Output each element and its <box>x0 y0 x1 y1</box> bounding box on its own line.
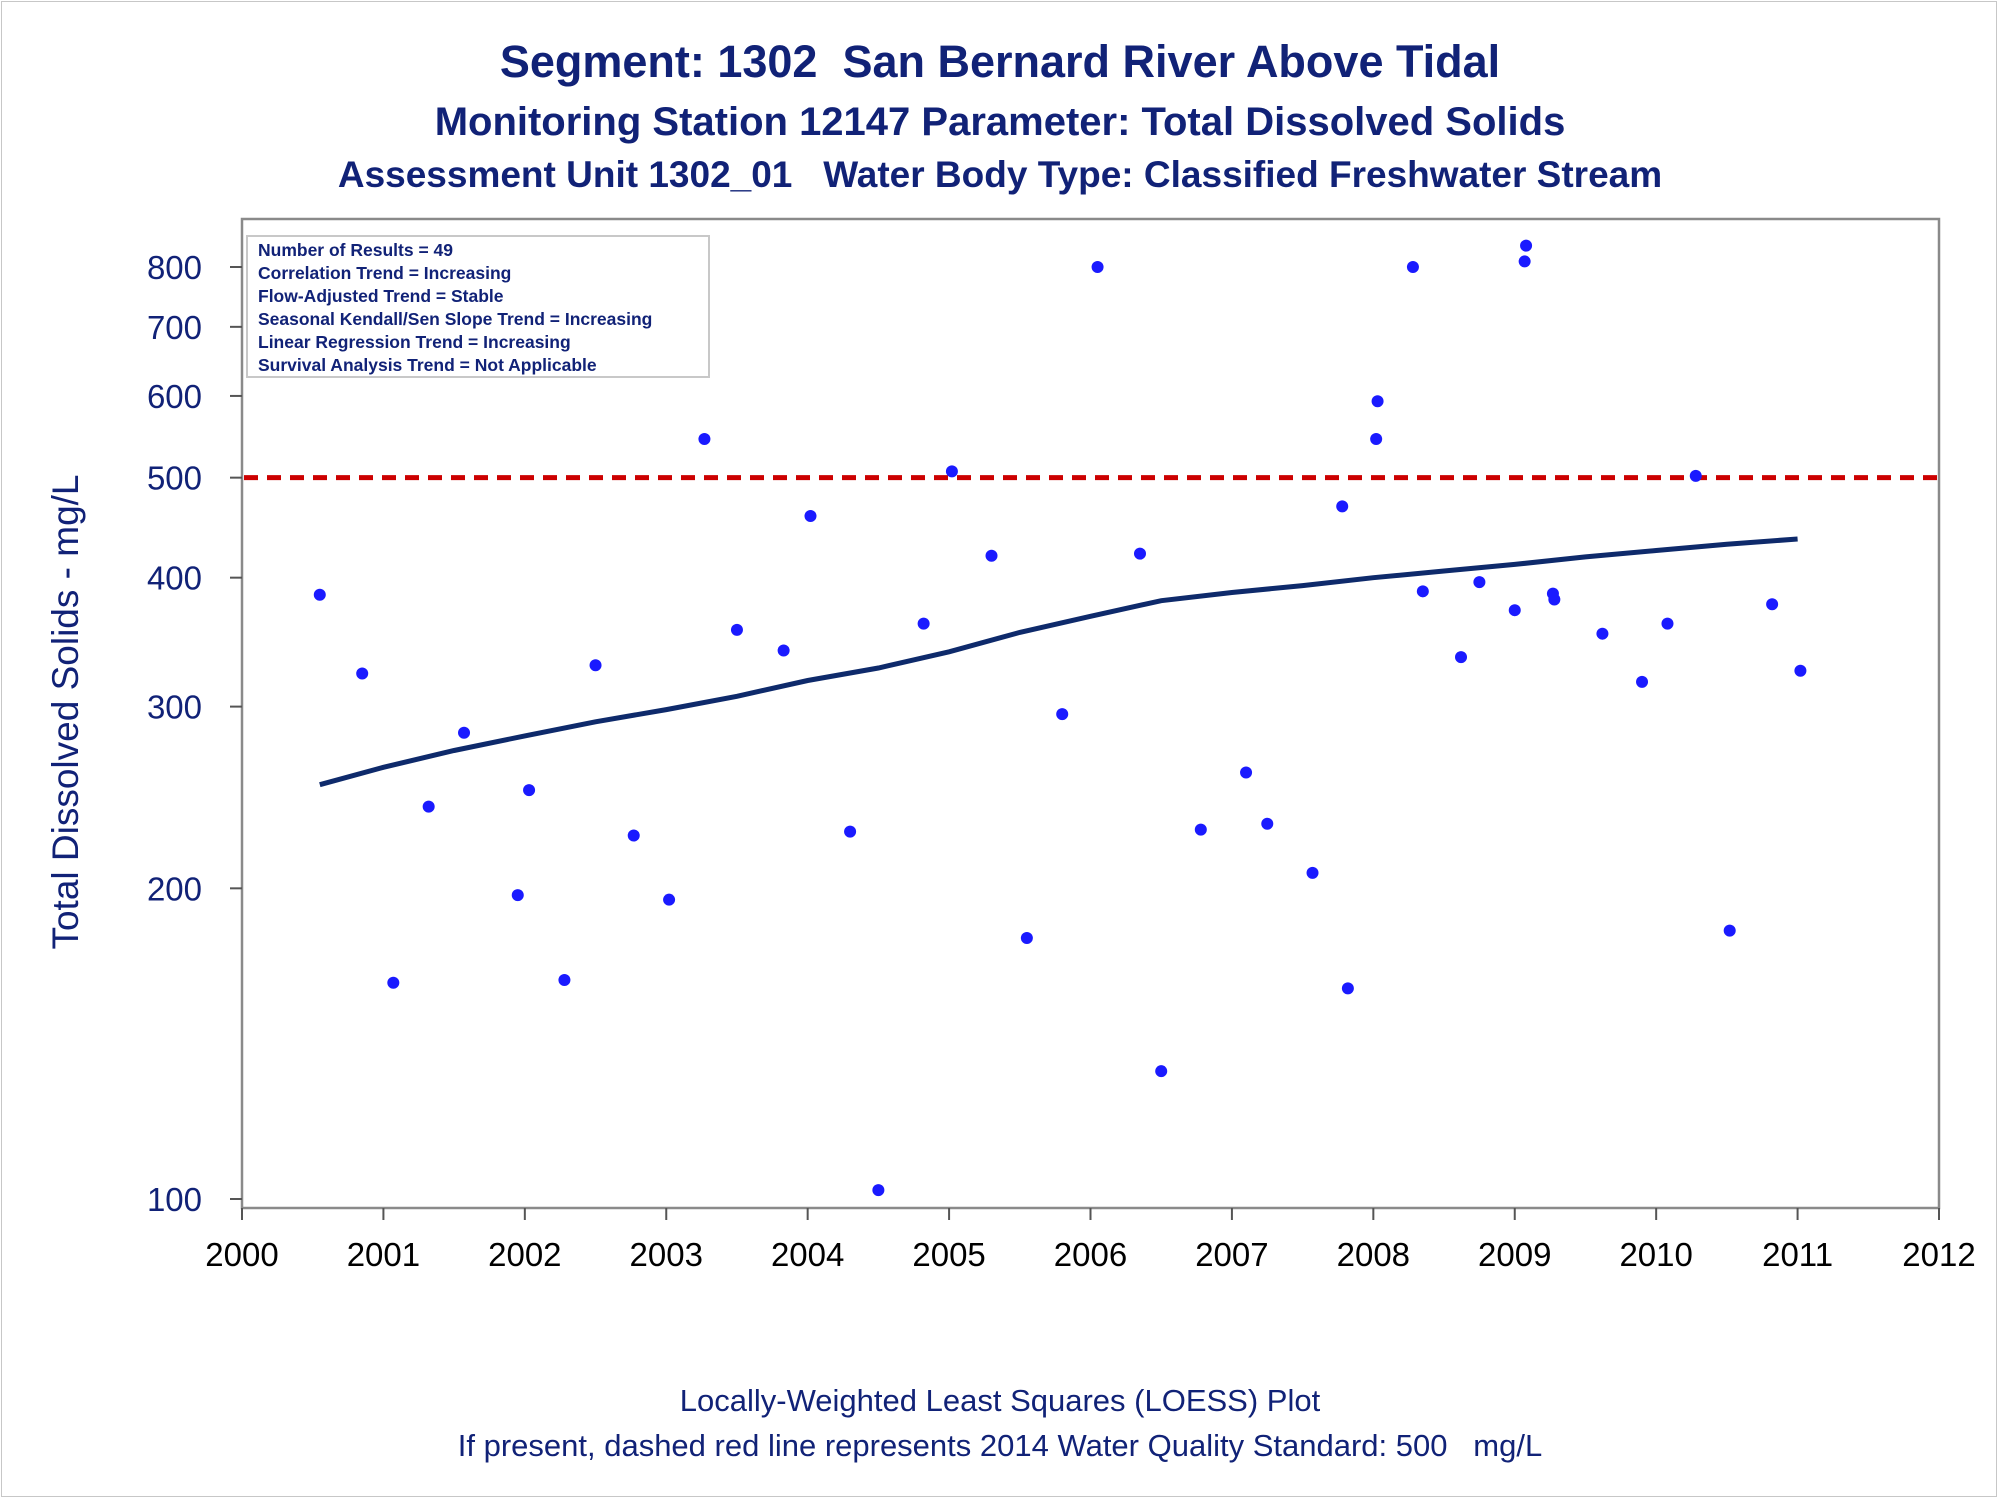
data-point <box>872 1184 885 1197</box>
data-point <box>1240 766 1253 779</box>
stats-line-survival-analysis: Survival Analysis Trend = Not Applicable <box>258 355 597 375</box>
x-tick-label: 2003 <box>630 1236 703 1273</box>
footnote-standard: If present, dashed red line represents 2… <box>457 1428 1543 1463</box>
x-tick-label: 2004 <box>771 1236 844 1273</box>
data-point <box>1636 675 1649 688</box>
data-point <box>1596 627 1609 640</box>
y-tick-label: 600 <box>147 378 202 415</box>
data-point <box>1723 924 1736 937</box>
data-point <box>1306 866 1319 879</box>
data-point <box>1508 604 1521 617</box>
data-point <box>1155 1065 1168 1078</box>
data-point <box>1473 576 1486 589</box>
data-point <box>1091 261 1104 273</box>
y-tick-label: 500 <box>147 460 202 497</box>
x-tick-label: 2000 <box>205 1236 278 1273</box>
chart-title: Segment: 1302 San Bernard River Above Ti… <box>499 36 1501 87</box>
stats-box-frame <box>246 235 710 378</box>
x-tick-label: 2009 <box>1478 1236 1551 1273</box>
data-point <box>777 644 790 657</box>
data-point <box>1455 651 1468 664</box>
data-point <box>313 588 326 601</box>
data-point <box>1194 823 1207 836</box>
data-point <box>663 893 676 906</box>
data-point <box>1416 585 1429 598</box>
data-point <box>917 617 930 630</box>
data-point <box>1548 593 1561 606</box>
stats-line-correlation: Correlation Trend = Increasing <box>258 263 511 283</box>
stats-line-seasonal-kendall: Seasonal Kendall/Sen Slope Trend = Incre… <box>258 309 652 329</box>
stats-box: Number of Results = 49 Correlation Trend… <box>246 235 710 378</box>
y-axis: 100 200 300 400 500 600 700 800 <box>147 249 242 1218</box>
data-point <box>1518 255 1531 268</box>
x-tick-label: 2007 <box>1195 1236 1268 1273</box>
data-point <box>804 510 817 523</box>
data-point <box>422 800 435 813</box>
data-point <box>730 623 743 636</box>
x-tick-label: 2010 <box>1619 1236 1692 1273</box>
data-point <box>589 659 602 672</box>
data-point <box>945 465 958 478</box>
y-tick-label: 400 <box>147 560 202 597</box>
data-point <box>1261 817 1274 830</box>
x-tick-label: 2006 <box>1054 1236 1127 1273</box>
data-point <box>1056 708 1069 721</box>
x-tick-label: 2005 <box>912 1236 985 1273</box>
data-point <box>698 433 711 446</box>
x-tick-label: 2008 <box>1337 1236 1410 1273</box>
data-point <box>1370 433 1383 446</box>
stats-line-results: Number of Results = 49 <box>258 240 453 260</box>
chart-subtitle: Monitoring Station 12147 Parameter: Tota… <box>434 100 1566 144</box>
y-tick-label: 300 <box>147 689 202 726</box>
x-tick-label: 2012 <box>1902 1236 1975 1273</box>
y-tick-label: 100 <box>147 1181 202 1218</box>
y-tick-label: 700 <box>147 309 202 346</box>
data-point <box>1794 664 1807 677</box>
data-points <box>313 239 1807 1197</box>
data-point <box>387 976 400 989</box>
footnote-method: Locally-Weighted Least Squares (LOESS) P… <box>679 1383 1321 1418</box>
data-point <box>1661 617 1674 630</box>
x-axis: 2000 2001 2002 2003 2004 2005 2006 2007 2008 2009… <box>205 1208 1976 1273</box>
data-point <box>1766 598 1779 611</box>
data-point <box>1341 982 1354 995</box>
data-point <box>985 549 998 562</box>
chart-subtitle-2: Assessment Unit 1302_01 Water Body Type:… <box>337 154 1663 195</box>
data-point <box>627 829 640 842</box>
y-tick-label: 200 <box>147 870 202 907</box>
data-point <box>1133 547 1146 560</box>
stats-line-flow-adjusted: Flow-Adjusted Trend = Stable <box>258 286 504 306</box>
data-point <box>1406 261 1419 273</box>
data-point <box>458 726 471 739</box>
loess-line <box>319 536 1798 788</box>
data-point <box>1689 469 1702 482</box>
data-point <box>1371 395 1384 408</box>
data-point <box>511 889 524 902</box>
x-tick-label: 2001 <box>347 1236 420 1273</box>
data-point <box>1020 932 1033 945</box>
stats-line-linear-regression: Linear Regression Trend = Increasing <box>258 332 571 352</box>
data-point <box>558 974 571 987</box>
x-tick-label: 2011 <box>1762 1236 1833 1273</box>
data-point <box>1520 239 1533 252</box>
y-tick-label: 800 <box>147 249 202 286</box>
y-axis-label: Total Dissolved Solids - mg/L <box>45 474 86 949</box>
data-point <box>356 667 369 680</box>
data-point <box>844 825 857 838</box>
data-point <box>1336 500 1349 513</box>
data-point <box>523 784 536 797</box>
x-tick-label: 2002 <box>488 1236 561 1273</box>
